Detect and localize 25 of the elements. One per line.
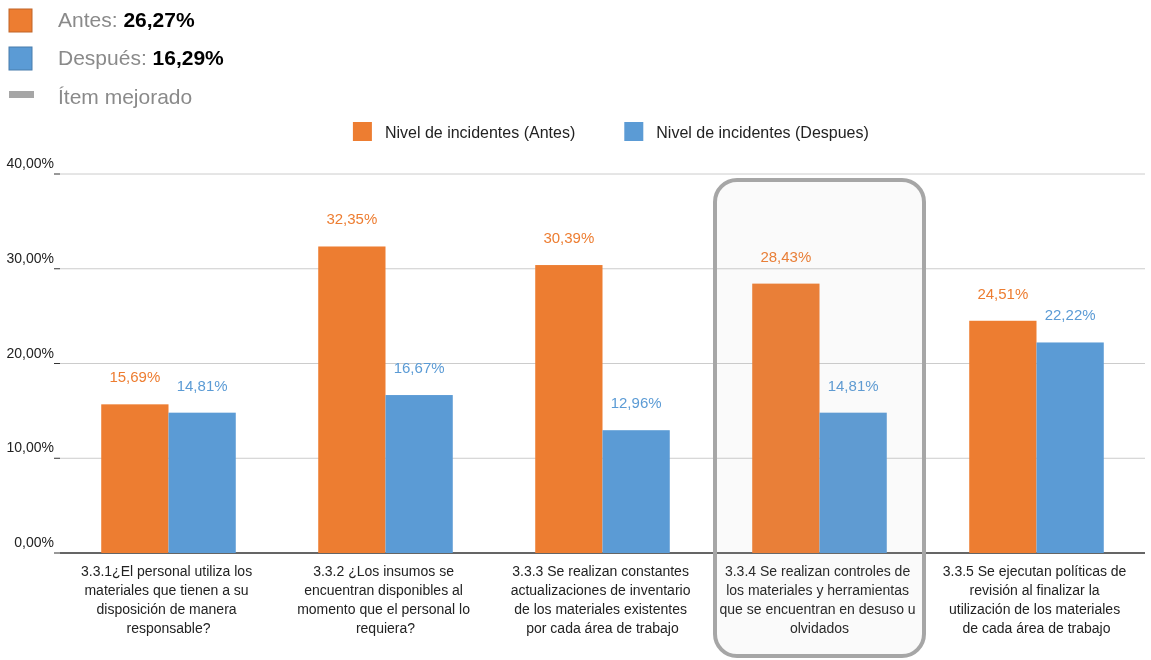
data-label: 22,22%	[1044, 306, 1096, 324]
text: Antes: 26,27%	[58, 8, 195, 31]
data-label: 28,43%	[760, 247, 812, 265]
y-tick-label: 30,00%	[6, 249, 54, 266]
legend-label: Nivel de incidentes (Despues)	[656, 124, 869, 141]
y-tick-label: 10,00%	[6, 439, 54, 456]
data-label: 14,81%	[176, 376, 228, 394]
data-label: 32,35%	[326, 210, 378, 228]
y-tick-label: 40,00%	[6, 155, 54, 171]
data-label: 12,96%	[610, 394, 662, 412]
legend-label: Nivel de incidentes (Antes)	[384, 124, 576, 141]
y-tick-label: 20,00%	[6, 344, 54, 361]
y-tick-label: 0,00%	[14, 534, 54, 550]
x-tick-label: 3.3.4 Se realizan controles de los materiales y herramientas que se encuentran en desuso u olvidados	[719, 563, 920, 636]
text: Después: 16,29%	[58, 46, 225, 69]
x-tick-label: 3.3.5 Se ejecutan políticas de revisión al finalizar la utilización de los materiales de cada área de trabajo	[942, 563, 1131, 636]
x-tick-label: 3.3.3 Se realizan constantes actualizaciones de inventario de los materiales existentes por cada área de trabajo	[510, 563, 695, 636]
x-tick-label: 3.3.1¿El personal utiliza los materiales que tienen a su disposición de manera responsable?	[80, 563, 257, 636]
data-label: 24,51%	[977, 284, 1029, 302]
data-label: 15,69%	[109, 368, 161, 386]
data-label: 16,67%	[393, 359, 445, 377]
x-tick-label: 3.3.2 ¿Los insumos se encuentran disponibles al momento que el personal lo requiera?	[297, 563, 474, 636]
legend-label: Ítem mejorado	[58, 85, 193, 108]
data-label: 30,39%	[543, 229, 595, 247]
data-label: 14,81%	[827, 376, 879, 394]
